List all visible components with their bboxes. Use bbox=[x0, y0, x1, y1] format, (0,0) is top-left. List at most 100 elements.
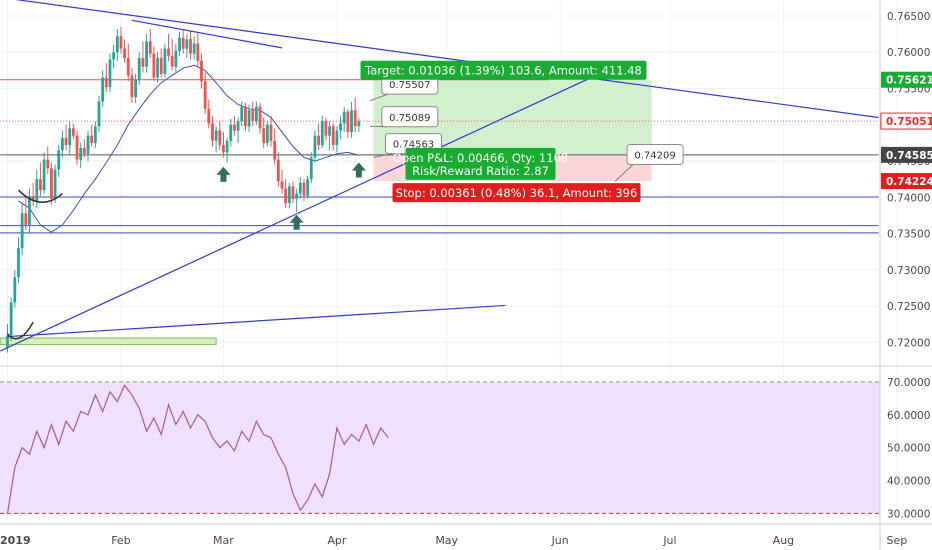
candle bbox=[119, 26, 123, 54]
candle bbox=[306, 175, 310, 199]
candle bbox=[287, 182, 291, 209]
rsi-tick-label: 70.0000 bbox=[887, 377, 930, 389]
candle-body bbox=[287, 186, 291, 204]
candle bbox=[302, 179, 306, 201]
candle bbox=[189, 30, 192, 60]
candle-body bbox=[46, 159, 50, 169]
up-arrow-icon bbox=[289, 214, 304, 230]
callout-text: 0.74209 bbox=[634, 151, 675, 162]
candle bbox=[156, 52, 159, 83]
candle-body bbox=[350, 110, 353, 133]
candle-body bbox=[298, 182, 302, 194]
price-callout: 0.74209 bbox=[614, 144, 684, 182]
candle-body bbox=[97, 101, 101, 127]
candle bbox=[28, 188, 31, 234]
candle bbox=[324, 117, 328, 141]
candle-body bbox=[152, 53, 156, 78]
candle-body bbox=[163, 48, 167, 74]
price-tag: 0.74224 bbox=[881, 173, 932, 190]
time-axis[interactable]: 2019 Feb Mar Apr May Jun Jul Aug Sep bbox=[0, 523, 932, 547]
candle-body bbox=[203, 81, 207, 109]
candle bbox=[331, 123, 335, 151]
callout-pointer bbox=[614, 164, 634, 182]
candle bbox=[112, 44, 116, 69]
candle-body bbox=[225, 140, 229, 153]
candle-body bbox=[28, 197, 31, 225]
candle bbox=[104, 63, 108, 93]
price-tick-label: 0.72500 bbox=[887, 301, 930, 313]
candle bbox=[174, 43, 178, 73]
rsi-band bbox=[0, 381, 880, 514]
candle bbox=[79, 142, 83, 169]
candle-body bbox=[229, 124, 233, 141]
time-tick-label: Jul bbox=[662, 534, 676, 547]
candle-body bbox=[306, 179, 310, 196]
candle bbox=[53, 164, 57, 204]
target-label: Target: 0.01036 (1.39%) 103.6, Amount: 4… bbox=[364, 64, 642, 78]
pnl-label-box bbox=[405, 147, 556, 180]
candle-body bbox=[218, 130, 222, 146]
candle-body bbox=[276, 159, 280, 182]
candle bbox=[280, 169, 284, 194]
candle bbox=[233, 116, 236, 136]
candle-body bbox=[262, 128, 266, 143]
candle bbox=[342, 106, 346, 133]
candle-body bbox=[254, 106, 258, 122]
candle bbox=[196, 31, 200, 67]
candle-body bbox=[335, 130, 339, 146]
candle bbox=[350, 101, 353, 138]
rsi-tick-label: 60.0000 bbox=[887, 410, 930, 422]
candle-body bbox=[61, 137, 64, 151]
candle bbox=[42, 152, 46, 194]
callout-text: 0.75507 bbox=[389, 80, 430, 91]
candle bbox=[141, 41, 145, 73]
time-tick-label: Feb bbox=[111, 534, 130, 547]
trendline bbox=[0, 72, 601, 352]
candle-body bbox=[192, 43, 196, 54]
callout-pointer bbox=[373, 153, 392, 158]
candle bbox=[214, 126, 218, 153]
green-box-rect bbox=[0, 337, 217, 346]
rsi-line bbox=[6, 383, 389, 514]
candle bbox=[163, 43, 167, 78]
candle-body bbox=[50, 168, 53, 199]
candle bbox=[225, 137, 229, 163]
candle bbox=[258, 103, 262, 134]
time-tick-label: Jun bbox=[551, 534, 569, 547]
time-tick-label: 2019 bbox=[0, 534, 31, 547]
hand-drawn-curves bbox=[6, 189, 63, 340]
time-tick-label: Aug bbox=[773, 534, 794, 547]
rsi-tick-label: 40.0000 bbox=[887, 476, 930, 488]
moving-average-path bbox=[18, 64, 359, 233]
candle bbox=[181, 30, 185, 54]
candle-body bbox=[339, 123, 342, 131]
candle-body bbox=[174, 50, 178, 67]
price-axis[interactable]: 0.765000.760000.755000.750000.745000.740… bbox=[879, 0, 932, 550]
price-tag-text: 0.75621 bbox=[886, 75, 932, 87]
up-arrow-icon bbox=[351, 162, 366, 178]
candle-body bbox=[167, 48, 170, 56]
candle bbox=[50, 162, 53, 205]
candle bbox=[13, 269, 17, 308]
candle bbox=[313, 130, 317, 163]
candle-body bbox=[39, 179, 42, 191]
stop-label: Stop: 0.00361 (0.48%) 36.1, Amount: 396 bbox=[396, 186, 638, 200]
candle-body bbox=[236, 121, 240, 131]
candle bbox=[9, 297, 13, 341]
price-tick-label: 0.73000 bbox=[887, 265, 930, 277]
candle-body bbox=[17, 248, 20, 278]
candle bbox=[61, 130, 64, 158]
trendline bbox=[131, 19, 283, 49]
candle-body bbox=[90, 135, 94, 143]
candle-body bbox=[222, 145, 225, 153]
candle-body bbox=[342, 111, 346, 124]
candle-body bbox=[284, 188, 288, 204]
callout-text: 0.74563 bbox=[393, 140, 434, 151]
candle-body bbox=[313, 135, 317, 158]
candle-body bbox=[9, 302, 13, 336]
candle-body bbox=[130, 75, 134, 98]
candle-body bbox=[20, 213, 24, 249]
rsi-tick-label: 30.0000 bbox=[887, 508, 930, 520]
candle bbox=[17, 237, 20, 283]
